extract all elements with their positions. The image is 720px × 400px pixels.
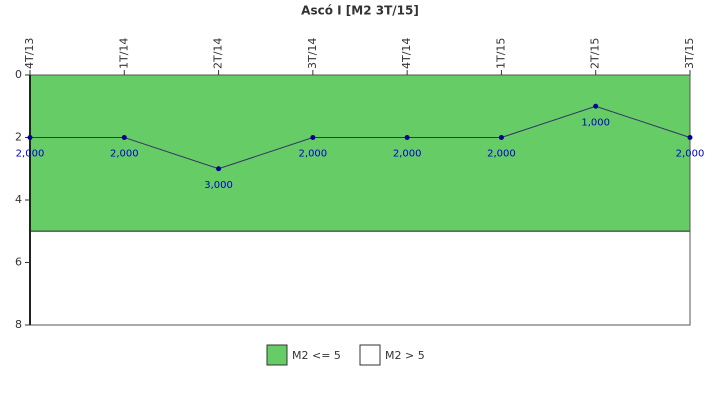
value-label: 1,000 — [581, 117, 610, 128]
point — [310, 135, 316, 140]
point — [216, 166, 222, 172]
y-tick-label: 0 — [15, 68, 22, 81]
x-tick-label: 3T/14 — [306, 38, 319, 69]
point — [687, 135, 693, 140]
x-tick-label: 4T/13 — [23, 38, 36, 69]
point — [121, 135, 127, 140]
value-label: 2,000 — [676, 149, 705, 160]
y-tick-label: 2 — [15, 131, 22, 144]
y-tick-label: 4 — [15, 193, 22, 206]
point — [27, 135, 33, 140]
point — [404, 135, 410, 140]
band — [29, 74, 691, 232]
point — [498, 135, 504, 140]
value-label: 3,000 — [204, 180, 233, 191]
x-tick-label: 4T/14 — [400, 38, 413, 69]
x-tick-label: 1T/15 — [494, 38, 507, 69]
x-tick-label: 2T/14 — [212, 38, 225, 69]
value-label: 2,000 — [110, 149, 139, 160]
x-tick-label: 2T/15 — [589, 38, 602, 69]
value-label: 2,000 — [487, 149, 516, 160]
value-label: 2,000 — [16, 149, 45, 160]
value-label: 2,000 — [393, 149, 422, 160]
band — [29, 230, 691, 326]
legend-swatch — [359, 344, 381, 366]
x-tick-label: 3T/15 — [683, 38, 696, 69]
legend-swatch — [266, 344, 288, 366]
chart-title: Ascó I [M2 3T/15] — [301, 4, 419, 18]
y-tick-label: 6 — [15, 256, 22, 269]
series-line — [30, 105, 691, 170]
legend-label: M2 <= 5 — [292, 349, 341, 362]
value-label: 2,000 — [299, 149, 328, 160]
x-tick-label: 1T/14 — [117, 38, 130, 69]
point — [593, 103, 599, 109]
y-tick-label: 8 — [15, 318, 22, 331]
legend-label: M2 > 5 — [385, 349, 425, 362]
